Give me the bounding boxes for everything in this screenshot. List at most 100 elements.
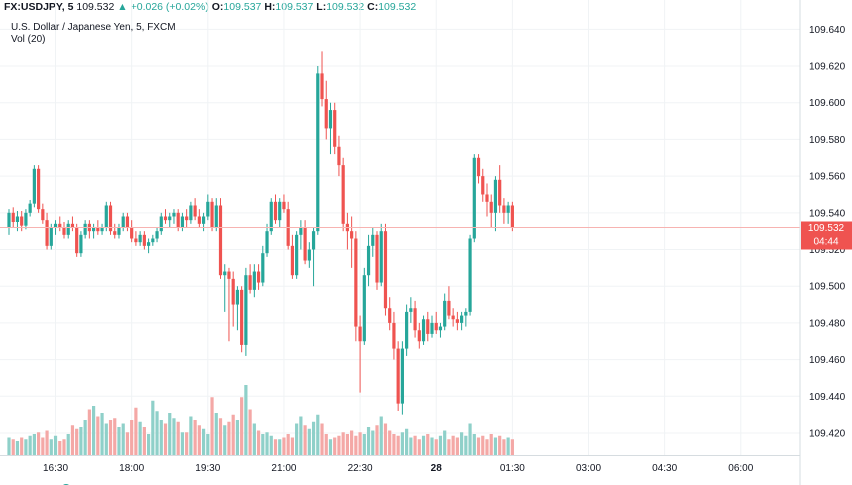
- candle-body: [447, 300, 451, 316]
- candle-body: [130, 227, 134, 239]
- time-tick-label: 19:30: [195, 463, 220, 474]
- volume-indicator-label[interactable]: Vol (20): [11, 34, 46, 45]
- candle-body: [92, 227, 96, 232]
- candle-body: [316, 73, 320, 232]
- volume-bar: [476, 437, 481, 455]
- price-axis[interactable]: 109.420 109.440 109.460 109.480 109.500 109.5…: [809, 25, 846, 440]
- volume-bar: [113, 418, 117, 455]
- volume-bar: [341, 432, 345, 455]
- volume-bar: [468, 423, 472, 455]
- candle-body: [104, 205, 108, 228]
- price-candles: [7, 51, 514, 415]
- time-tick-label: 21:00: [271, 463, 296, 474]
- volume-bar: [125, 432, 130, 455]
- candle-body: [193, 205, 197, 217]
- price-tag-box: [801, 221, 852, 250]
- candle-body: [383, 231, 388, 309]
- volume-bar: [328, 439, 333, 455]
- candle-body: [434, 322, 438, 331]
- candle-body: [252, 271, 256, 290]
- volume-bar: [223, 425, 227, 455]
- volume-bar: [379, 416, 383, 455]
- candle-body: [45, 220, 49, 246]
- time-tick-label: 04:30: [652, 463, 677, 474]
- time-tick-label: 03:00: [576, 463, 601, 474]
- candle-body: [168, 216, 172, 221]
- candle-body: [159, 216, 163, 232]
- candle-body: [320, 73, 324, 100]
- volume-bar: [269, 435, 273, 455]
- volume-bar: [455, 437, 459, 455]
- price-tick-label: 109.560: [809, 172, 846, 183]
- symbol-label: FX:USDJPY, 5: [4, 1, 74, 13]
- candle-body: [371, 234, 375, 246]
- price-tick-label: 109.640: [809, 25, 846, 36]
- time-tick-label: 16:30: [43, 463, 68, 474]
- candle-body: [214, 205, 218, 228]
- volume-bar: [58, 441, 62, 455]
- candle-body: [417, 330, 421, 342]
- volume-bar: [252, 423, 256, 455]
- volume-bar: [201, 428, 206, 455]
- candle-body: [375, 234, 379, 283]
- price-tick-label: 109.520: [809, 245, 846, 256]
- time-axis[interactable]: 16:30 18:00 19:30 21:00 22:30 28 01:30 03:00 04:…: [43, 463, 754, 474]
- candle-body: [290, 245, 295, 276]
- candle-body: [396, 348, 400, 404]
- candle-body: [472, 157, 476, 239]
- candle-body: [227, 271, 231, 279]
- candle-body: [100, 227, 104, 232]
- candle-body: [510, 205, 514, 228]
- volume-bar: [362, 434, 366, 455]
- price-tick-label: 109.440: [809, 392, 846, 403]
- volume-bar: [28, 435, 32, 455]
- volume-bar: [375, 425, 379, 455]
- candle-body: [223, 271, 227, 276]
- candle-body: [248, 275, 252, 290]
- candle-body: [358, 326, 362, 342]
- volume-bar: [498, 435, 502, 455]
- candle-body: [485, 194, 489, 202]
- high-value: 109.537: [275, 1, 314, 13]
- volume-bar: [134, 407, 138, 455]
- price-tag-value: 109.532: [808, 223, 845, 234]
- volume-bar: [163, 423, 168, 455]
- candle-body: [443, 300, 447, 327]
- volume-bar: [383, 423, 388, 455]
- volume-bar: [248, 409, 252, 455]
- candle-body: [273, 201, 278, 221]
- candle-body: [49, 227, 53, 246]
- candle-body: [468, 238, 472, 312]
- open-value: 109.537: [223, 1, 262, 13]
- price-tick-label: 109.600: [809, 98, 846, 109]
- volume-bar: [24, 439, 28, 455]
- candle-body: [261, 253, 265, 283]
- low-label: L:: [316, 1, 327, 13]
- volume-bar: [121, 423, 125, 455]
- volume-bar: [180, 432, 185, 455]
- candle-body: [388, 308, 392, 323]
- candle-body: [311, 231, 316, 250]
- volume-bar: [176, 421, 180, 455]
- volume-bar: [481, 435, 485, 455]
- candle-body: [426, 319, 430, 334]
- volume-bar: [79, 427, 83, 455]
- high-label: H:: [264, 1, 276, 13]
- candle-body: [421, 319, 426, 342]
- volume-bar: [311, 421, 316, 455]
- symbol-header: FX:USDJPY, 5 109.532 ▲ +0.026 (+0.02%) O…: [4, 0, 416, 14]
- price-tag: 109.532 04:44: [801, 221, 852, 250]
- volume-bar: [464, 435, 468, 455]
- volume-bar: [235, 420, 240, 455]
- time-tick-label: 06:00: [728, 463, 753, 474]
- volume-bar: [299, 416, 303, 455]
- volume-bar: [168, 413, 172, 455]
- volume-bar: [485, 439, 489, 455]
- candle-body: [337, 146, 341, 166]
- candle-body: [121, 216, 125, 228]
- candle-body: [295, 234, 299, 276]
- candle-body: [28, 203, 32, 213]
- volume-bar: [282, 437, 286, 455]
